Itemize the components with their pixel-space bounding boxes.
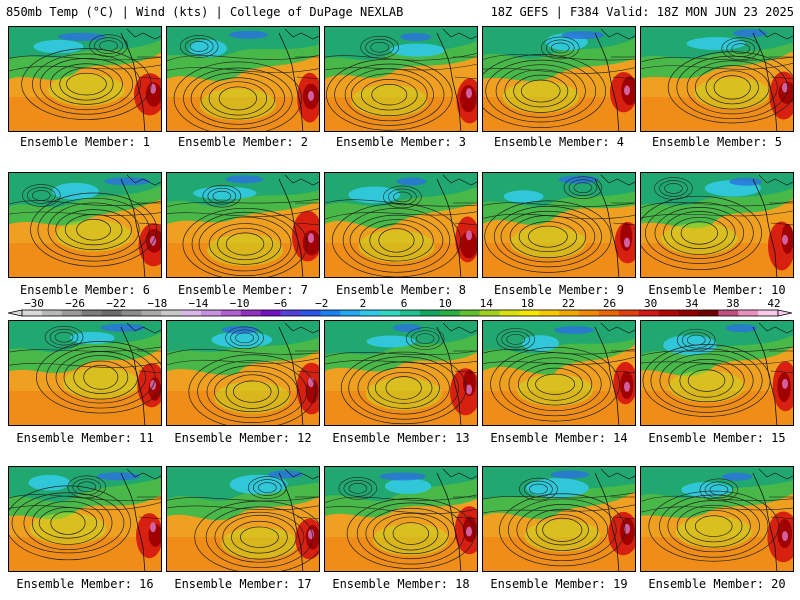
- ensemble-member-caption: Ensemble Member: 4: [493, 135, 625, 149]
- ensemble-member-map: [324, 320, 478, 426]
- colorbar-tick-label: −10: [229, 297, 250, 310]
- ensemble-member-map: [482, 26, 636, 132]
- ensemble-member-map: [482, 320, 636, 426]
- ensemble-member-map: [166, 26, 320, 132]
- ensemble-member-map: [166, 466, 320, 572]
- ensemble-member-map: [166, 172, 320, 278]
- ensemble-member-caption: Ensemble Member: 10: [648, 283, 786, 297]
- colorbar-tick-label: 30: [644, 297, 658, 310]
- ensemble-member-caption: Ensemble Member: 14: [490, 431, 628, 445]
- ensemble-member-map: [166, 320, 320, 426]
- ensemble-member-caption: Ensemble Member: 15: [648, 431, 786, 445]
- colorbar-tick-label: −14: [188, 297, 209, 310]
- ensemble-member-caption: Ensemble Member: 17: [174, 577, 312, 591]
- ensemble-member-map: [640, 26, 794, 132]
- ensemble-member-caption: Ensemble Member: 9: [493, 283, 625, 297]
- colorbar-tick-label: 38: [726, 297, 740, 310]
- colorbar-tick-label: 18: [520, 297, 534, 310]
- colorbar-tick-label: −26: [65, 297, 86, 310]
- colorbar-tick-label: 10: [438, 297, 452, 310]
- ensemble-member-caption: Ensemble Member: 13: [332, 431, 470, 445]
- temperature-colorbar: [8, 309, 792, 317]
- ensemble-member-map: [8, 172, 162, 278]
- ensemble-member-caption: Ensemble Member: 19: [490, 577, 628, 591]
- ensemble-member-map: [8, 320, 162, 426]
- ensemble-member-caption: Ensemble Member: 11: [16, 431, 154, 445]
- map-title: 850mb Temp (°C) | Wind (kts) | College o…: [6, 5, 404, 19]
- ensemble-member-map: [640, 466, 794, 572]
- ensemble-member-caption: Ensemble Member: 2: [177, 135, 309, 149]
- ensemble-member-caption: Ensemble Member: 16: [16, 577, 154, 591]
- colorbar-tick-label: 14: [479, 297, 493, 310]
- ensemble-member-map: [324, 26, 478, 132]
- colorbar-tick-label: −18: [147, 297, 168, 310]
- ensemble-member-map: [640, 320, 794, 426]
- ensemble-member-caption: Ensemble Member: 3: [335, 135, 467, 149]
- ensemble-member-caption: Ensemble Member: 7: [177, 283, 309, 297]
- colorbar-tick-label: 42: [767, 297, 781, 310]
- colorbar-tick-label: −22: [106, 297, 127, 310]
- colorbar-tick-label: −2: [315, 297, 329, 310]
- ensemble-member-map: [324, 172, 478, 278]
- colorbar-tick-label: 26: [602, 297, 617, 310]
- colorbar-tick-label: 6: [400, 297, 408, 310]
- colorbar-tick-label: 34: [685, 297, 699, 310]
- ensemble-member-map: [640, 172, 794, 278]
- ensemble-member-caption: Ensemble Member: 12: [174, 431, 312, 445]
- ensemble-member-caption: Ensemble Member: 5: [651, 135, 783, 149]
- ensemble-member-caption: Ensemble Member: 18: [332, 577, 470, 591]
- ensemble-member-caption: Ensemble Member: 20: [648, 577, 786, 591]
- ensemble-member-map: [482, 466, 636, 572]
- colorbar-tick-label: 22: [561, 297, 576, 310]
- colorbar-tick-label: −6: [274, 297, 288, 310]
- ensemble-member-map: [8, 466, 162, 572]
- ensemble-member-map: [324, 466, 478, 572]
- colorbar-tick-label: 2: [359, 297, 367, 310]
- ensemble-member-map: [482, 172, 636, 278]
- ensemble-member-caption: Ensemble Member: 1: [19, 135, 151, 149]
- ensemble-member-map: [8, 26, 162, 132]
- valid-time-label: 18Z GEFS | F384 Valid: 18Z MON JUN 23 20…: [490, 5, 794, 19]
- colorbar-tick-label: −30: [24, 297, 44, 310]
- ensemble-member-caption: Ensemble Member: 6: [19, 283, 151, 297]
- ensemble-member-caption: Ensemble Member: 8: [335, 283, 467, 297]
